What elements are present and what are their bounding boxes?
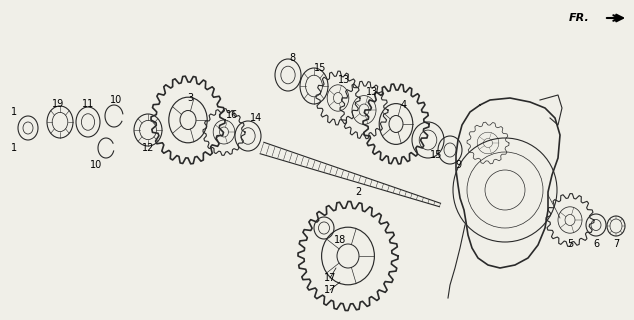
Text: 12: 12: [142, 143, 154, 153]
Text: 15: 15: [430, 150, 442, 160]
Text: 3: 3: [187, 93, 193, 103]
Text: 11: 11: [82, 99, 94, 109]
Text: 5: 5: [567, 239, 573, 249]
Text: 14: 14: [250, 113, 262, 123]
Text: FR.: FR.: [569, 13, 590, 23]
Text: 7: 7: [613, 239, 619, 249]
Text: 17: 17: [324, 273, 336, 283]
Text: 1: 1: [11, 143, 17, 153]
Text: 19: 19: [52, 99, 64, 109]
Text: 8: 8: [289, 53, 295, 63]
Text: 15: 15: [314, 63, 326, 73]
Text: 13: 13: [338, 75, 350, 85]
Text: 16: 16: [226, 110, 238, 120]
Text: 13: 13: [366, 87, 378, 97]
Text: 18: 18: [334, 235, 346, 245]
Text: 10: 10: [90, 160, 102, 170]
Text: 4: 4: [401, 100, 407, 110]
Text: 17: 17: [324, 285, 336, 295]
Text: 9: 9: [455, 160, 461, 170]
Text: 1: 1: [11, 107, 17, 117]
Text: 6: 6: [593, 239, 599, 249]
Text: 10: 10: [110, 95, 122, 105]
Text: 2: 2: [355, 187, 361, 197]
